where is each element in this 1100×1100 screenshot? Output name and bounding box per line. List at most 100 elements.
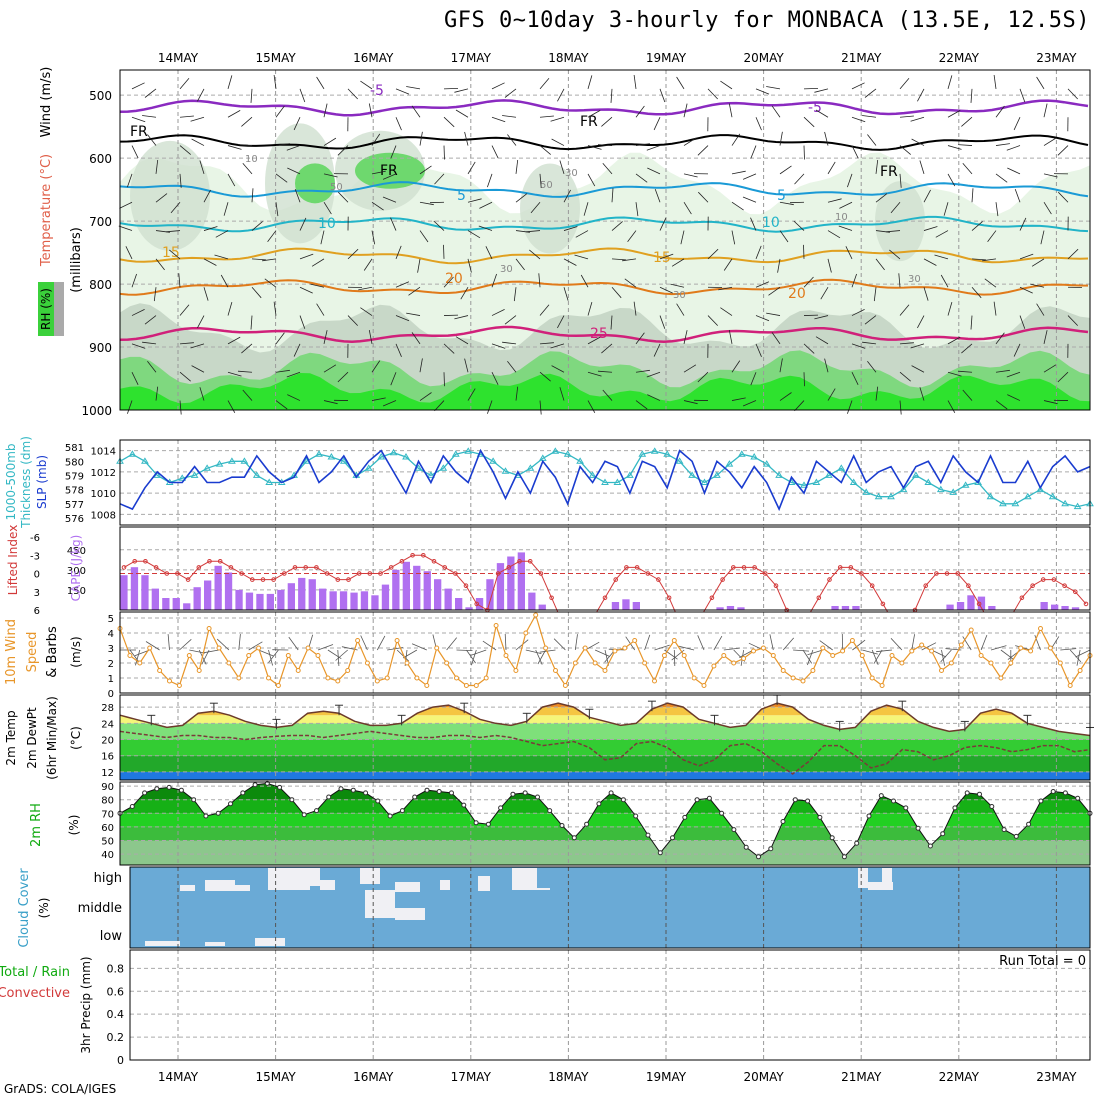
thickness-marker bbox=[663, 450, 672, 457]
wind-barb bbox=[417, 258, 421, 273]
wind-barb bbox=[347, 248, 359, 260]
slp-tick-label: 1010 bbox=[91, 489, 116, 500]
rh-marker bbox=[252, 782, 258, 788]
wind-speed-marker bbox=[454, 675, 459, 681]
bottom-date-label: 20MAY bbox=[743, 1070, 784, 1084]
wind-barb bbox=[728, 103, 733, 118]
wind-barb bbox=[1013, 117, 1021, 131]
wind-barb bbox=[131, 82, 145, 90]
rh-marker bbox=[915, 825, 921, 831]
rh-marker bbox=[461, 802, 467, 808]
cape-bar bbox=[319, 588, 327, 610]
wind-barb bbox=[635, 202, 639, 217]
temp-tick-label: 20 bbox=[101, 736, 114, 747]
wind-barb bbox=[491, 116, 506, 123]
wind-barb bbox=[947, 400, 956, 413]
wind-barb bbox=[466, 649, 476, 664]
pressure-tick-label: 1000 bbox=[81, 404, 112, 418]
rh-marker bbox=[314, 808, 319, 814]
wind-barb bbox=[166, 230, 181, 233]
lifted-marker bbox=[602, 595, 608, 601]
rh-marker bbox=[363, 790, 369, 796]
wind-tick-label: 3 bbox=[108, 644, 114, 655]
wind-barb bbox=[845, 246, 853, 260]
wind-barb bbox=[635, 143, 650, 146]
lifted-marker bbox=[1073, 589, 1078, 595]
pressure-tick-label: 700 bbox=[89, 215, 112, 229]
wind-speed-marker bbox=[948, 660, 954, 666]
bottom-date-label: 17MAY bbox=[451, 1070, 492, 1084]
run-total-label: Run Total = 0 bbox=[999, 954, 1086, 969]
lifted-marker bbox=[645, 571, 651, 576]
thickness-marker bbox=[190, 471, 199, 478]
contour-label: -5 bbox=[808, 100, 822, 116]
lifted-marker bbox=[634, 565, 640, 570]
cape-bar bbox=[120, 575, 128, 610]
wind-barb bbox=[671, 258, 685, 267]
rh-marker bbox=[535, 794, 540, 800]
precip-label-units: 3hr Precip (mm) bbox=[79, 956, 93, 1053]
wind-barb bbox=[311, 258, 325, 267]
rh-marker bbox=[866, 813, 872, 819]
wind-barb bbox=[943, 202, 949, 216]
wind-barb bbox=[890, 201, 901, 214]
cloud-block bbox=[235, 885, 250, 891]
wind-speed-marker bbox=[384, 675, 390, 681]
wind-speed-marker bbox=[840, 648, 846, 654]
wind-barb bbox=[215, 230, 229, 238]
wind-barb bbox=[227, 400, 236, 413]
cape-bar bbox=[465, 607, 473, 610]
wind-barb bbox=[275, 143, 290, 146]
wind-barb bbox=[419, 230, 429, 243]
wind-barb bbox=[824, 358, 829, 373]
cape-label-lifted: Lifted Index bbox=[6, 525, 20, 596]
wind-barb bbox=[131, 372, 139, 385]
wind-barb bbox=[779, 201, 794, 206]
wind-barb bbox=[323, 400, 338, 405]
wind-barb bbox=[864, 88, 877, 98]
wind-barb bbox=[227, 371, 242, 377]
wind-barb bbox=[782, 637, 795, 651]
cloud-level-label: middle bbox=[78, 901, 122, 916]
wind-barb bbox=[802, 649, 813, 664]
cloud-block bbox=[310, 868, 320, 886]
contour-label: FR bbox=[130, 124, 148, 140]
wind-barb bbox=[676, 303, 685, 316]
wind-barb bbox=[766, 312, 781, 316]
rh-marker bbox=[977, 791, 982, 797]
wind-barb bbox=[970, 88, 973, 103]
wind-speed-marker bbox=[1008, 660, 1014, 666]
wind-barb bbox=[940, 274, 949, 288]
top-date-axis: 14MAY 15MAY 16MAY 17MAY 18MAY 19MAY 20MAY 21MAY… bbox=[158, 51, 1077, 65]
wind-barb bbox=[178, 273, 181, 288]
contour-line bbox=[119, 215, 1089, 233]
wind-barb bbox=[390, 372, 397, 386]
cape-bar bbox=[256, 593, 264, 610]
lifted-marker bbox=[207, 559, 212, 564]
wind-barb bbox=[1006, 145, 1021, 151]
wind-barb bbox=[197, 88, 205, 102]
wind-barb bbox=[587, 173, 596, 187]
wind-barb bbox=[824, 131, 829, 146]
cape-bar bbox=[538, 604, 546, 610]
thickness-marker bbox=[849, 478, 858, 485]
wind-barb bbox=[241, 116, 253, 127]
wind-barb bbox=[443, 116, 455, 128]
precip-background bbox=[130, 950, 1090, 1060]
wind-barb bbox=[851, 372, 859, 385]
bottom-date-label: 21MAY bbox=[841, 1070, 882, 1084]
lifted-marker bbox=[356, 571, 362, 576]
wind-barb bbox=[275, 332, 285, 345]
wind-speed-marker bbox=[632, 638, 638, 643]
cape-bar bbox=[298, 577, 306, 610]
lifted-marker bbox=[944, 571, 950, 576]
wind-barb bbox=[984, 278, 997, 288]
rh-marker bbox=[559, 823, 565, 828]
precip-tick-label: 0 bbox=[117, 1054, 124, 1067]
wind-tick-label: 2 bbox=[108, 659, 114, 670]
thickness-marker bbox=[414, 464, 423, 471]
wind-speed-marker bbox=[216, 645, 222, 651]
thickness-marker bbox=[1073, 502, 1082, 510]
wind-barb bbox=[491, 273, 497, 288]
wind-barb bbox=[360, 635, 368, 651]
